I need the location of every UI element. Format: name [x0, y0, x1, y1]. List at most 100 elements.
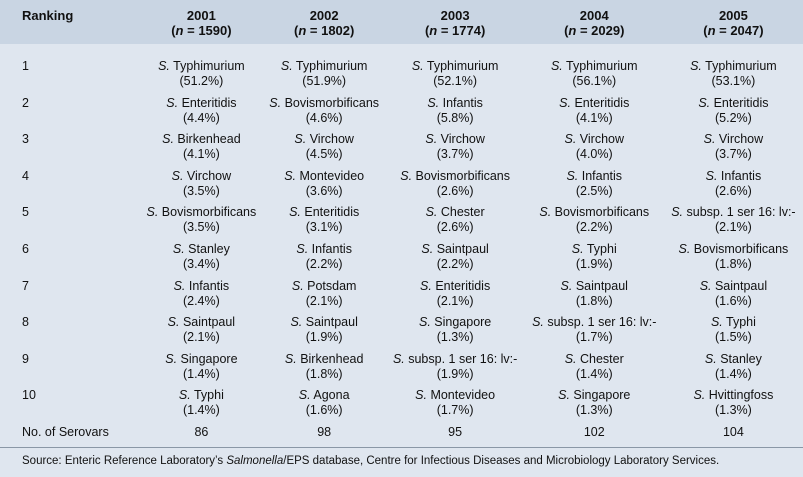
serovar-percent: (1.3%) [436, 330, 474, 345]
serovar-cell: S. Bovismorbificans (2.6%) [386, 169, 525, 206]
genus-abbrev: S. [698, 95, 711, 110]
serovar-cell: S. Chester (2.6%) [386, 205, 525, 242]
serovar-cell: S. Enteritidis (3.1%) [263, 205, 386, 242]
serovar-name: Singapore [177, 351, 238, 366]
serovar-name: Typhi [583, 241, 617, 256]
genus-abbrev: S. [564, 132, 577, 147]
serovar-name: Virchow [576, 132, 625, 147]
table-row: 2 S. Enteritidis (4.4%) S. Bovismorbificans… [0, 96, 803, 133]
n-value: = 2047) [715, 23, 764, 38]
n-paren: ( [703, 23, 708, 38]
serovar-percent: (4.4%) [182, 110, 220, 125]
serovar-percent: (1.4%) [182, 403, 220, 418]
serovar-cell: S. Virchow (4.5%) [263, 132, 386, 169]
table-row: 5 S. Bovismorbificans (3.5%) S. Enteritidis… [0, 205, 803, 242]
n-symbol: n [429, 23, 438, 38]
serovar-cell: S. Agona (1.6%) [263, 388, 386, 425]
serovar-name: Hvittingfoss [705, 388, 774, 403]
serovar-percent: (51.9%) [302, 74, 347, 88]
genus-abbrev: S. [167, 315, 180, 330]
serovar-percent: (3.7%) [714, 147, 752, 162]
genus-abbrev: S. [421, 241, 434, 256]
serovar-percent: (1.9%) [305, 330, 343, 345]
table-row: 4 S. Virchow (3.5%) S. Montevideo (3.6%) S. B… [0, 169, 803, 206]
serovar-percent: (4.6%) [305, 110, 343, 125]
genus-abbrev: S. [296, 241, 309, 256]
genus-abbrev: S. [269, 95, 282, 110]
serovar-percent: (3.6%) [305, 183, 343, 198]
serovar-percent: (1.6%) [305, 403, 343, 418]
serovar-name: Typhimurium [169, 59, 245, 73]
year-header: 2005 (n = 2047) [664, 0, 803, 44]
serovar-percent: (2.2%) [575, 220, 613, 235]
serovar-percent: (3.5%) [182, 183, 220, 198]
genus-abbrev: S. [699, 278, 712, 293]
serovar-cell: S. Typhimurium (51.9%) [263, 59, 386, 96]
table-row: 6 S. Stanley (3.4%) S. Infantis (2.2%) S. Sai… [0, 242, 803, 279]
serovar-percent: (1.3%) [575, 403, 613, 418]
serovar-name: Typhi [722, 315, 756, 330]
serovar-cell: S. Singapore (1.4%) [140, 352, 263, 389]
genus-abbrev: S. [415, 388, 427, 403]
serovar-name: Chester [437, 205, 485, 220]
table-row: 7 S. Infantis (2.4%) S. Potsdam (2.1%) S. Ent… [0, 279, 803, 316]
serovar-name: Birkenhead [173, 132, 241, 147]
serovar-cell: S. Bovismorbificans (3.5%) [140, 205, 263, 242]
serovar-cell: S. Virchow (3.5%) [140, 169, 263, 206]
genus-abbrev: S. [560, 278, 573, 293]
serovar-name: Typhimurium [423, 59, 499, 73]
serovar-name: Infantis [717, 168, 762, 183]
table-row: 1 S. Typhimurium (51.2%) S. Typhimurium (51.… [0, 59, 803, 96]
table-row: 3 S. Birkenhead (4.1%) S. Virchow (4.5%) S. V… [0, 132, 803, 169]
serovar-cell: S. Infantis (2.6%) [664, 169, 803, 206]
serovar-name: Typhimurium [562, 59, 638, 73]
serovar-name: Saintpaul [711, 278, 768, 293]
rank-cell: 4 [22, 168, 29, 183]
genus-abbrev: S. [690, 59, 702, 73]
genus-abbrev: S. [678, 241, 691, 256]
serovar-cell: S. Singapore (1.3%) [386, 315, 525, 352]
serovar-name: Enteritidis [178, 95, 237, 110]
rank-cell: 10 [22, 388, 36, 403]
serovar-name: Enteritidis [300, 205, 360, 220]
table-body: 1 S. Typhimurium (51.2%) S. Typhimurium (51.… [0, 44, 803, 455]
n-value: = 1774) [437, 23, 486, 38]
serovar-name: Montevideo [296, 168, 365, 183]
genus-abbrev: S. [284, 351, 297, 366]
serovar-count-value: 95 [448, 424, 463, 439]
genus-abbrev: S. [146, 205, 159, 220]
serovar-percent: (3.4%) [182, 256, 220, 271]
n-paren: ( [293, 23, 299, 38]
serovar-name: Infantis [308, 241, 352, 256]
genus-abbrev: S. [559, 95, 571, 110]
genus-abbrev: S. [703, 132, 716, 147]
serovar-name: subsp. 1 ser 16: lv:- [683, 205, 796, 220]
serovar-count-value: 86 [194, 424, 209, 439]
spacer-row [0, 44, 803, 59]
serovar-name: Chester [576, 351, 624, 366]
genus-abbrev: S. [172, 241, 185, 256]
serovar-count-value: 102 [583, 424, 605, 439]
serovar-name: Saintpaul [179, 315, 236, 330]
rank-cell: 9 [22, 351, 29, 366]
rank-cell: 3 [22, 132, 29, 147]
genus-abbrev: S. [166, 95, 179, 110]
serovar-percent: (1.4%) [714, 366, 752, 381]
year-label: 2002 [309, 8, 339, 23]
serovar-name: Enteritidis [431, 278, 491, 293]
salmonella-serovar-table: Ranking 2001 (n = 1590) 2002 (n = 1802) 20… [0, 0, 803, 455]
source-suffix: /EPS database, Centre for Infectious Dis… [283, 455, 720, 467]
serovar-cell: S. subsp. 1 ser 16: lv:- (1.9%) [386, 352, 525, 389]
header-row: Ranking 2001 (n = 1590) 2002 (n = 1802) 20… [0, 0, 803, 44]
serovar-percent: (2.6%) [436, 220, 474, 235]
serovar-percent: (2.5%) [575, 183, 613, 198]
genus-abbrev: S. [280, 59, 293, 73]
genus-abbrev: S. [290, 315, 303, 330]
serovar-cell: S. Virchow (3.7%) [664, 132, 803, 169]
serovar-percent: (2.1%) [714, 220, 752, 235]
genus-abbrev: S. [550, 59, 563, 73]
serovar-percent: (3.7%) [436, 147, 474, 162]
serovar-percent: (1.7%) [436, 403, 474, 418]
serovar-percent: (5.2%) [714, 110, 752, 125]
year-header: 2002 (n = 1802) [263, 0, 386, 44]
